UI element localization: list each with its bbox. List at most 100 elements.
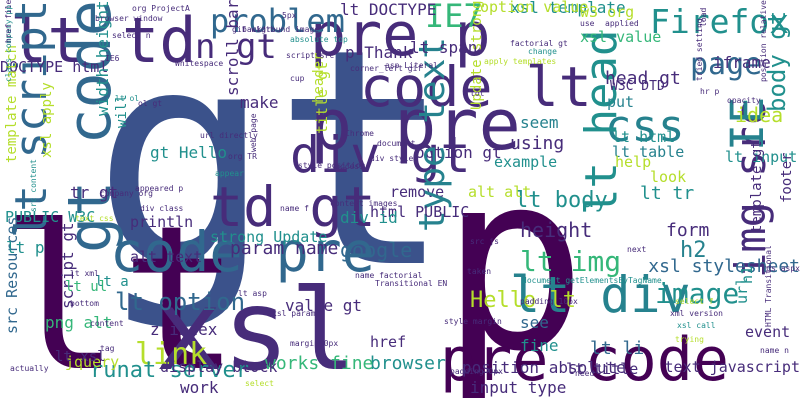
word-println: println [130, 213, 194, 231]
word-lt-td: lt td [10, 4, 197, 77]
word-lt-asp: lt asp [238, 289, 267, 298]
word-chrome: Chrome [345, 129, 374, 138]
word-scroll-bar: scroll bar [223, 0, 242, 97]
word-xsl-call: xsl call [677, 321, 716, 330]
word-position-absolute: position absolute [462, 358, 626, 377]
word-script-gt: script gt [58, 222, 77, 310]
word-put: put [607, 93, 635, 111]
word-bottom: bottom [70, 299, 99, 308]
word-name-f: name f [280, 204, 309, 213]
word-xsl-param: xsl param [272, 309, 316, 318]
word-position-relative: position relative [759, 0, 768, 82]
word-display-block: display block [160, 358, 278, 376]
word-lt-a: lt a [95, 274, 129, 290]
word-xsl-value: xsl value [580, 28, 662, 46]
word-margin-0px: margin 0px [290, 339, 339, 348]
word-lt-p: lt p [6, 238, 45, 257]
word-src-resources: src Resources [3, 216, 21, 334]
word-company-org: company org [100, 189, 153, 198]
word-trying: trying [675, 335, 704, 344]
word-option-gt: option gt [415, 143, 502, 162]
word-runat-server: runat server [90, 358, 249, 383]
word-text-javascript: text javascript [664, 358, 800, 376]
word-org-tr: org TR [228, 152, 257, 161]
word-next: next [627, 245, 647, 254]
word-transitional-en: Transitional EN [375, 279, 448, 288]
word-lot: lot [470, 89, 485, 98]
word-public-w3c: PUBLIC W3C [5, 208, 96, 226]
word-tried-setting: tried setting [695, 18, 704, 82]
word-href-file: href file [4, 0, 13, 44]
word-lt-head: lt head [576, 29, 627, 215]
word-body-gt: body gt [763, 10, 791, 112]
word-png-alt: png alt [45, 313, 113, 332]
word-td-gt: td gt [210, 175, 376, 239]
word-gt-hello: gt Hello [150, 143, 228, 162]
word-appear: appear [215, 169, 244, 178]
word-code-lt: code lt [360, 55, 592, 119]
word-whitespace: Whitespace [175, 59, 224, 68]
word-look: look [650, 168, 687, 186]
word-option-value: option value [480, 0, 589, 16]
word-use: use [580, 19, 595, 28]
word-content-images: content images [330, 199, 398, 208]
word-document-getelementsbytagname: document getElementsByTagName [522, 276, 662, 285]
word-name-n: name n [760, 346, 789, 355]
word-lt-xsl: lt xsl [55, 349, 106, 365]
word-select-f: select f [675, 297, 714, 306]
word-org-projecta: org ProjectA [132, 4, 190, 13]
word-p-thank: p Thank [345, 43, 413, 62]
word-seem: seem [520, 113, 559, 132]
word-name-factorial: name factorial [355, 271, 423, 280]
word-remove: remove [390, 183, 445, 201]
word-lt-img: lt img [520, 245, 622, 278]
word-page: page [690, 47, 763, 82]
word-xsl-template: xsl template [510, 0, 626, 17]
word-asp-literal: asp Literal [385, 61, 438, 70]
word-corner-left-gif: corner_left gif [350, 64, 423, 73]
word-strong-update: strong Update [210, 228, 328, 246]
word-absolute-top: absolute top [290, 35, 348, 44]
word-idea: idea [735, 103, 784, 127]
word-style-margin: style margin [444, 317, 502, 326]
word-help: help [615, 153, 652, 171]
word-lt-div: lt div [510, 266, 691, 324]
word-select-n: select n [112, 31, 151, 40]
word-see: see [520, 313, 549, 332]
word-lt-ol: lt ol [115, 94, 140, 103]
word-text-css: text css [75, 214, 114, 223]
word-example: example [494, 153, 558, 171]
word-style-position: style position [298, 161, 366, 170]
word-browser: browser [370, 353, 446, 374]
word-access: access [335, 162, 364, 171]
word-head-gt: head gt [605, 68, 681, 89]
word-alt-text: alt text [130, 248, 203, 266]
word-n-gt: n gt [195, 27, 277, 67]
word-change: change [528, 47, 557, 56]
word-firefox: Firefox [650, 2, 790, 41]
word-taken: taken [467, 267, 492, 276]
word-event: event [745, 323, 791, 341]
word-applied: applied [605, 19, 639, 28]
word-gif-width: gif width [232, 25, 276, 34]
word-h2: h2 [680, 238, 707, 263]
word-lt-html: lt html [612, 128, 676, 146]
word-browser-window: browser window [95, 14, 163, 23]
word-jquery: jquery [65, 353, 120, 371]
word-div-style: div style [370, 154, 414, 163]
word-href: href [370, 333, 407, 351]
word-div-gt: div gt [290, 126, 471, 184]
word-appeared-p: appeared p [135, 184, 184, 193]
word-css: css [605, 101, 685, 152]
word-hr-p: hr p [700, 87, 720, 96]
word-xsl-stylesheet: xsl stylesheet [648, 256, 800, 277]
word-form: form [666, 220, 710, 241]
word-tr-gt: tr gt [70, 183, 119, 202]
word-make: make [240, 93, 279, 112]
word-lt-ul: lt ul [65, 279, 108, 295]
word-gs-aspx: gs aspx [766, 264, 800, 273]
word-5px: 5px [282, 11, 297, 20]
word-ie6: IE6 [105, 54, 120, 63]
word-select: select [245, 379, 274, 388]
